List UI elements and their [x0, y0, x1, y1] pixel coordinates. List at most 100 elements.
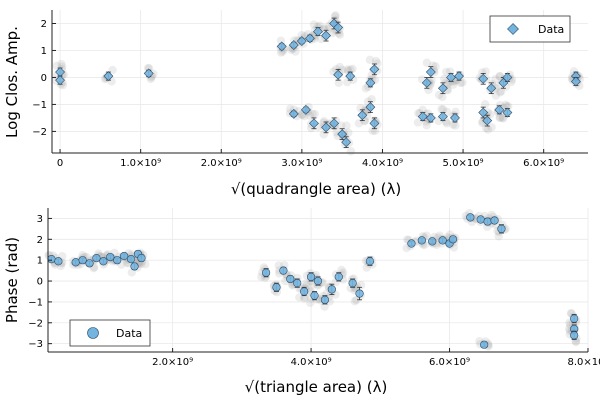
sample-point: [336, 121, 346, 130]
grid-lines: [52, 10, 588, 153]
data-point: [305, 33, 315, 44]
sample-point: [343, 65, 352, 74]
sample-point: [413, 118, 423, 127]
y-tick-label: −1: [28, 297, 43, 308]
data-point: [71, 258, 80, 267]
data-point: [130, 262, 139, 271]
legend: Data: [489, 15, 571, 43]
sample-point: [478, 68, 487, 77]
data-point: [437, 83, 448, 94]
data-point: [345, 71, 356, 82]
x-tick-label: 3.0×10⁹: [281, 158, 322, 169]
data-point: [497, 224, 506, 233]
sample-point: [141, 260, 150, 269]
data-point: [334, 272, 343, 281]
sample-point: [495, 88, 505, 97]
x-axis-label: √(triangle area) (λ): [245, 378, 388, 396]
data-point: [486, 83, 497, 94]
data-point: [321, 30, 331, 41]
data-point: [286, 274, 295, 284]
sample-point: [368, 126, 377, 135]
data-point: [313, 276, 323, 286]
data-point: [300, 104, 311, 115]
x-tick-label: 2.0×10⁹: [201, 158, 242, 169]
x-tick-label: 6.0×10⁹: [429, 357, 470, 368]
chart-panel-bottom: 2.0×10⁹ 4.0×10⁹ 6.0×10⁹ 8.0×10⁹ 3 2 1 0 −1 −2 −3 √…: [3, 208, 600, 396]
legend-diamond-marker: [507, 23, 519, 35]
data-point: [448, 235, 458, 244]
sample-point: [495, 72, 505, 81]
data-point: [106, 252, 115, 262]
data-point: [502, 72, 513, 83]
data-point: [355, 289, 364, 298]
y-tick-label: 0: [41, 73, 47, 84]
x-tick-label: 0: [57, 158, 63, 169]
data-point: [279, 266, 288, 275]
data-point: [99, 257, 108, 266]
data-point: [348, 279, 357, 288]
data-point: [137, 253, 146, 263]
sample-point: [437, 104, 446, 114]
legend: Data: [69, 319, 151, 347]
data-point: [120, 251, 129, 261]
data-point: [296, 36, 307, 46]
sample-point: [352, 295, 361, 305]
data-point: [327, 285, 336, 294]
data-point: [570, 314, 579, 323]
data-point: [55, 75, 65, 86]
sample-point: [309, 20, 319, 29]
data-marks: [55, 17, 581, 149]
data-point: [276, 41, 287, 52]
data-point: [425, 113, 436, 123]
data-point: [310, 291, 319, 300]
sample-point: [330, 12, 340, 21]
sample-point: [486, 110, 495, 119]
legend-label: Data: [538, 23, 564, 36]
data-point: [320, 295, 330, 304]
data-point: [490, 216, 499, 225]
sample-point: [371, 56, 381, 66]
sample-point: [137, 259, 146, 269]
sample-point: [297, 30, 306, 40]
data-point: [306, 272, 316, 281]
y-tick-label: 1: [37, 256, 43, 267]
sample-point: [337, 265, 346, 275]
sample-point: [310, 109, 319, 119]
sample-point: [365, 55, 375, 65]
data-point: [288, 108, 299, 119]
sample-point: [449, 80, 458, 89]
x-axis-label: √(quadrangle area) (λ): [231, 180, 401, 198]
data-point: [78, 256, 87, 265]
y-tick-label: −2: [32, 127, 47, 138]
data-point: [570, 76, 581, 87]
sample-point: [481, 124, 491, 133]
data-point: [425, 67, 436, 77]
chart-panel-top: 0 1.0×10⁹ 2.0×10⁹ 3.0×10⁹ 4.0×10⁹ 5.0×10⁹ 6.0×…: [3, 10, 588, 198]
sample-point: [422, 58, 432, 67]
data-point: [85, 259, 94, 268]
legend-label: Data: [116, 327, 142, 340]
sample-point: [342, 121, 351, 130]
data-point: [288, 40, 299, 50]
x-tick-label: 5.0×10⁹: [443, 158, 484, 169]
sample-point: [451, 121, 460, 130]
data-point: [466, 213, 475, 222]
sample-point: [483, 125, 493, 134]
sample-point: [276, 48, 286, 57]
x-tick-label: 2.0×10⁹: [152, 357, 193, 368]
plot-frame: [51, 10, 588, 154]
data-point: [341, 137, 352, 148]
data-point: [300, 287, 309, 296]
data-point: [437, 111, 448, 122]
data-point: [450, 113, 460, 123]
sample-point: [57, 59, 66, 69]
data-point: [47, 255, 56, 264]
sample-point: [495, 72, 504, 81]
data-point: [357, 110, 368, 121]
data-point: [407, 239, 416, 248]
sample-point: [431, 62, 440, 71]
data-point: [333, 22, 344, 33]
x-tick-label: 8.0×10⁹: [567, 357, 600, 368]
sample-point: [331, 11, 340, 20]
